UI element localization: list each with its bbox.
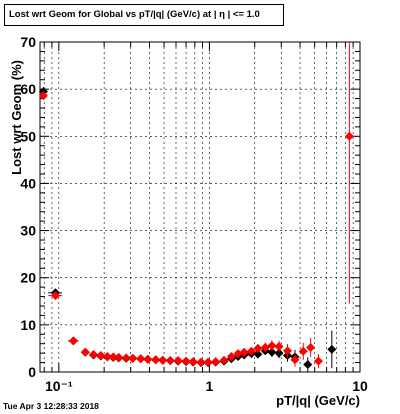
x-tick-label: 10	[352, 378, 368, 394]
y-tick-label: 40	[20, 175, 36, 191]
data-point	[274, 342, 284, 352]
data-point	[344, 131, 354, 141]
data-point	[173, 356, 183, 366]
data-point	[96, 351, 106, 360]
data-point	[203, 357, 213, 367]
chart-title: Lost wrt Geom for Global vs pT/|q| (GeV/…	[4, 4, 284, 26]
data-point	[253, 349, 263, 359]
data-point	[158, 355, 168, 365]
data-point	[211, 357, 221, 367]
data-point	[181, 356, 191, 366]
data-point	[233, 349, 243, 359]
y-tick-label: 20	[20, 270, 36, 286]
data-point	[102, 351, 112, 361]
y-tick-label: 10	[20, 317, 36, 333]
data-point	[143, 354, 153, 364]
y-tick-label: 70	[20, 34, 36, 50]
data-point	[239, 347, 249, 357]
data-point	[306, 342, 316, 352]
data-point	[128, 353, 138, 363]
data-point	[298, 346, 308, 356]
data-point	[151, 355, 161, 365]
data-marks	[38, 42, 354, 372]
data-point	[267, 347, 277, 357]
timestamp: Tue Apr 3 12:28:33 2018	[3, 401, 99, 411]
data-point	[80, 347, 90, 357]
y-tick-label: 60	[20, 81, 36, 97]
y-tick-label: 50	[20, 128, 36, 144]
data-point	[50, 291, 60, 301]
x-tick-label: 10⁻¹	[45, 378, 73, 394]
y-tick-label: 0	[28, 364, 36, 380]
data-point	[219, 355, 229, 365]
data-point	[327, 344, 337, 354]
data-point	[253, 343, 263, 353]
data-point	[290, 355, 300, 365]
data-point	[196, 357, 206, 367]
data-point	[282, 346, 292, 356]
y-axis-label: Lost wrt Geom (%)	[9, 60, 24, 175]
y-tick-label: 30	[20, 223, 36, 239]
data-point	[188, 357, 198, 367]
x-axis-label: pT/|q| (GeV/c)	[276, 393, 360, 408]
data-point	[136, 354, 146, 364]
data-point	[89, 350, 99, 360]
data-point	[260, 342, 270, 352]
data-point	[165, 356, 175, 366]
axis-ticks	[40, 41, 361, 373]
data-point	[226, 351, 236, 361]
data-point	[313, 356, 323, 366]
data-point	[267, 341, 277, 351]
data-point	[303, 359, 313, 369]
tick-labels: 0 10 20 30 40 50 60 70 10⁻¹ 1 10	[20, 34, 368, 394]
data-point	[68, 336, 78, 346]
data-point	[38, 91, 48, 101]
data-point	[274, 348, 284, 358]
plot-frame	[39, 41, 361, 373]
data-point	[121, 353, 131, 363]
x-tick-label: 1	[206, 378, 214, 394]
data-point	[246, 346, 256, 356]
grid-lines	[40, 42, 361, 372]
data-point	[114, 352, 124, 362]
data-point	[108, 352, 118, 362]
